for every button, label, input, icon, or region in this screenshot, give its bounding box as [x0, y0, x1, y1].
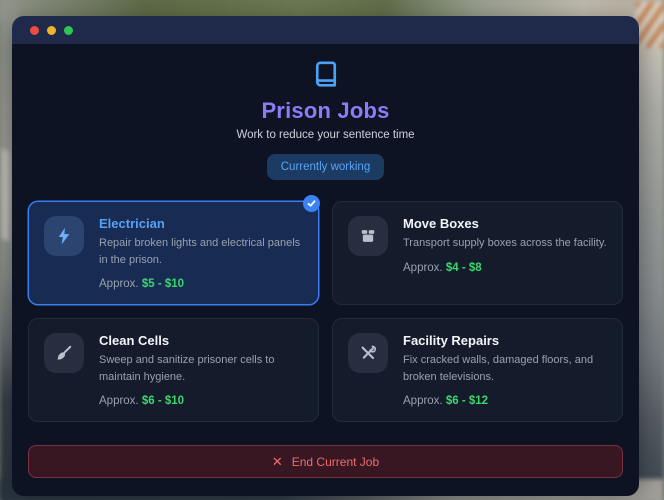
job-title: Facility Repairs [403, 333, 500, 348]
lightning-bolt-icon [44, 216, 84, 256]
job-card-electrician[interactable]: Electrician Repair broken lights and ele… [28, 195, 320, 305]
close-icon: ✕ [271, 454, 283, 469]
selected-check-icon [303, 195, 320, 212]
job-description: Transport supply boxes across the facili… [403, 237, 607, 249]
job-grid: Electrician Repair broken lights and ele… [28, 195, 623, 422]
page-subtitle: Work to reduce your sentence time [236, 129, 415, 141]
end-current-job-button[interactable]: ✕ End Current Job [28, 445, 623, 478]
job-pay: Approx. $6 - $10 [99, 395, 303, 407]
job-card-content: Facility Repairs Fix cracked walls, dama… [403, 333, 607, 407]
job-title: Move Boxes [403, 216, 479, 231]
book-icon [315, 61, 336, 87]
window-body: Prison Jobs Work to reduce your sentence… [12, 44, 639, 496]
window-titlebar [12, 16, 639, 44]
end-button-label: End Current Job [291, 454, 380, 469]
job-pay: Approx. $4 - $8 [403, 262, 607, 274]
approx-label: Approx. [403, 395, 443, 407]
job-description: Fix cracked walls, damaged floors, and b… [403, 354, 594, 383]
job-title: Clean Cells [99, 333, 170, 348]
background-road-marking [2, 148, 9, 242]
job-description: Sweep and sanitize prisoner cells to mai… [99, 354, 275, 383]
approx-label: Approx. [403, 261, 443, 274]
broom-icon [44, 333, 84, 373]
job-card-content: Move Boxes Transport supply boxes across… [403, 216, 607, 274]
job-pay: Approx. $5 - $10 [99, 278, 303, 290]
background-traffic-barrier [636, 2, 664, 48]
tools-icon [348, 333, 388, 373]
pay-range: $6 - $12 [445, 395, 489, 407]
pay-range: $6 - $10 [141, 395, 185, 407]
approx-label: Approx. [99, 278, 139, 290]
status-badge: Currently working [266, 154, 385, 180]
pay-range: $5 - $10 [141, 278, 185, 290]
close-window-dot[interactable] [30, 25, 39, 35]
job-card-content: Electrician Repair broken lights and ele… [99, 216, 303, 290]
approx-label: Approx. [99, 395, 139, 407]
job-pay: Approx. $6 - $12 [403, 395, 607, 407]
job-card-move-boxes[interactable]: Move Boxes Transport supply boxes across… [332, 201, 623, 305]
page-title: Prison Jobs [261, 98, 390, 123]
job-card-clean-cells[interactable]: Clean Cells Sweep and sanitize prisoner … [28, 318, 319, 422]
job-card-content: Clean Cells Sweep and sanitize prisoner … [99, 333, 303, 407]
pay-range: $4 - $8 [445, 261, 482, 274]
prison-jobs-window: Prison Jobs Work to reduce your sentence… [12, 16, 639, 496]
minimize-window-dot[interactable] [47, 25, 56, 35]
box-icon [348, 216, 388, 256]
job-title: Electrician [99, 216, 165, 231]
job-card-facility-repairs[interactable]: Facility Repairs Fix cracked walls, dama… [332, 318, 623, 422]
zoom-window-dot[interactable] [64, 25, 73, 35]
background-road-right [634, 0, 664, 500]
job-description: Repair broken lights and electrical pane… [99, 237, 301, 266]
